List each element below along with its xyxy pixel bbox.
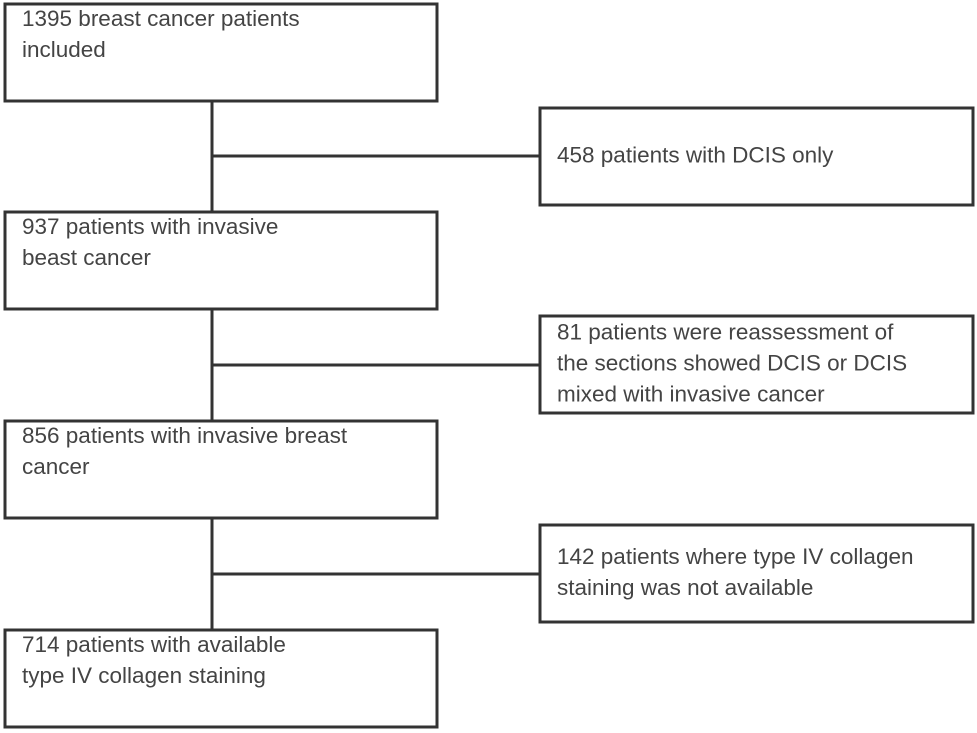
node-text: 81 patients were reassessment of [557, 319, 894, 344]
node-text: 1395 breast cancer patients [22, 6, 300, 31]
node-text: 458 patients with DCIS only [557, 142, 834, 167]
node-text: cancer [22, 454, 90, 479]
node-text: 937 patients with invasive [22, 214, 278, 239]
node-text: the sections showed DCIS or DCIS [557, 350, 907, 375]
node-box [3, 419, 439, 520]
node-box [3, 2, 439, 103]
node-text: staining was not available [557, 575, 813, 600]
exclusion-box [538, 314, 975, 415]
node-text: 142 patients where type IV collagen [557, 544, 913, 569]
node-text: 856 patients with invasive breast [22, 423, 348, 448]
node-box [3, 210, 439, 311]
node-text: included [22, 37, 106, 62]
node-text: type IV collagen staining [22, 663, 266, 688]
node-box [3, 628, 439, 729]
exclusion-box [538, 106, 975, 207]
node-text: beast cancer [22, 245, 151, 270]
node-text: mixed with invasive cancer [557, 381, 825, 406]
node-text: 714 patients with available [22, 632, 286, 657]
exclusion-box [538, 523, 975, 624]
